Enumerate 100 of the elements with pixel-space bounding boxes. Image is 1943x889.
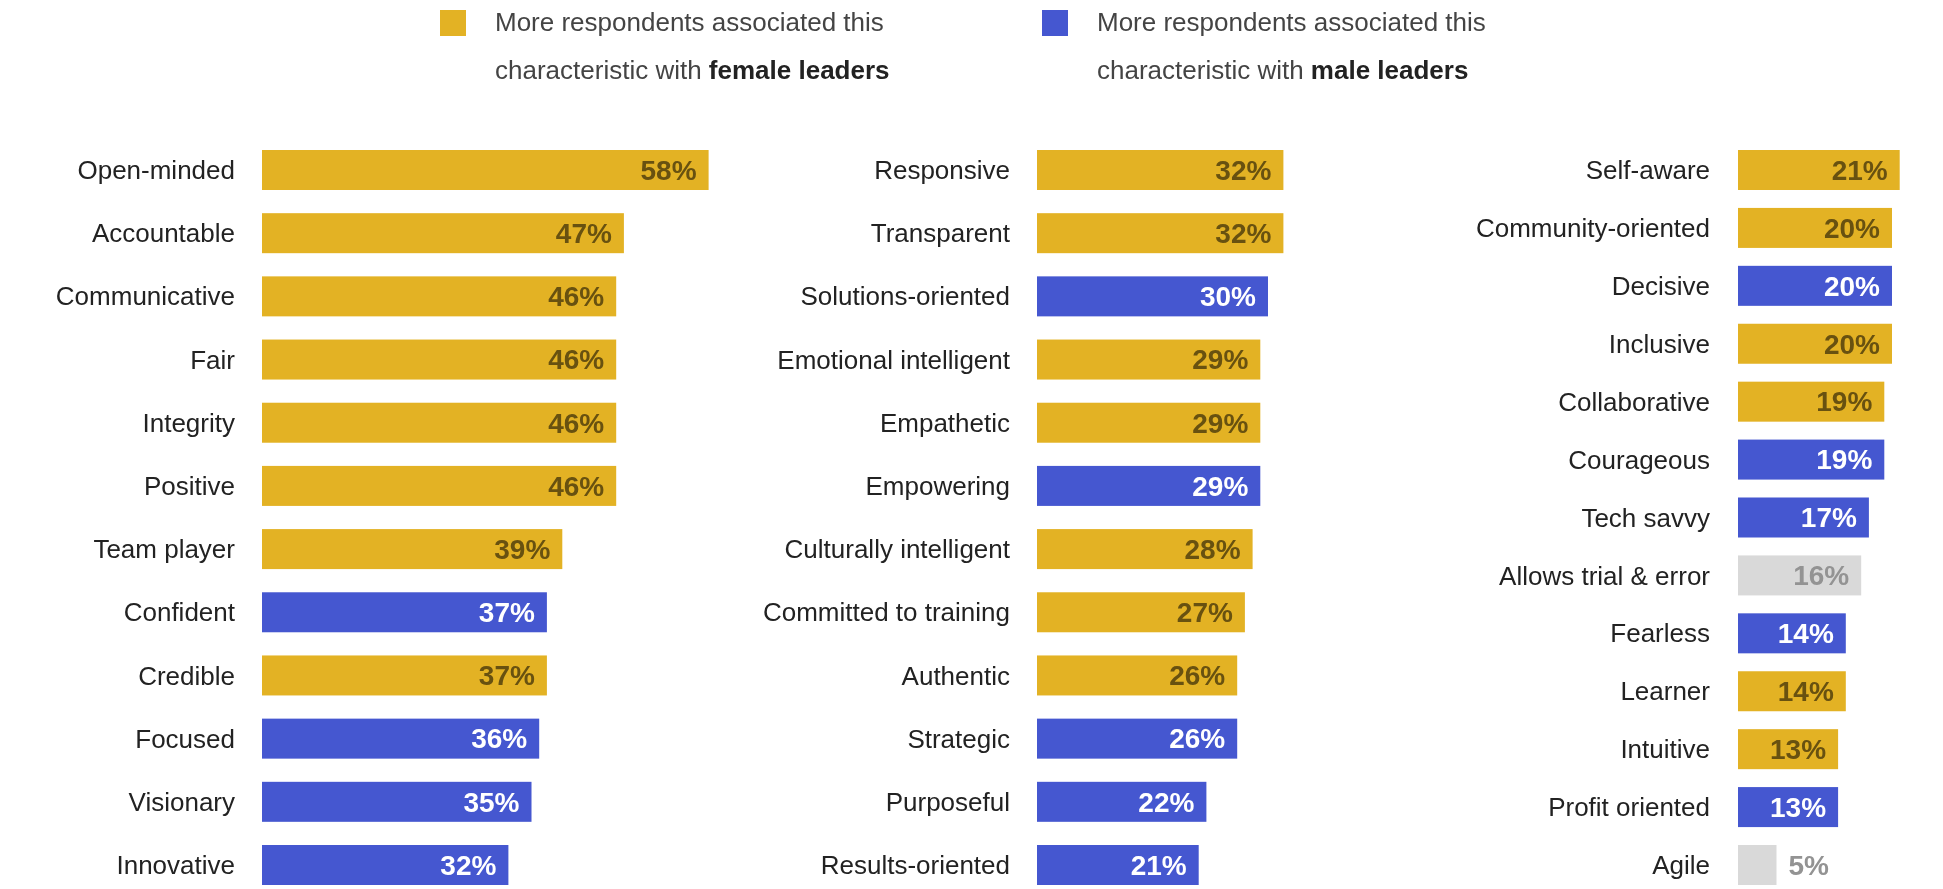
y-tick-label: Learner — [1620, 676, 1711, 707]
y-tick-label: Transparent — [870, 218, 1011, 249]
data-label: 20% — [1823, 270, 1881, 302]
data-label: 46% — [548, 344, 605, 376]
bar — [1037, 213, 1284, 254]
y-tick-label: Decisive — [1611, 270, 1710, 301]
data-label: 32% — [1215, 154, 1272, 186]
y-tick-label: Profit oriented — [1548, 792, 1710, 823]
data-label: 32% — [440, 849, 497, 881]
y-tick-label: Agile — [1652, 850, 1710, 881]
y-tick-label: Collaborative — [1558, 386, 1710, 417]
bar — [262, 592, 547, 633]
data-label: 21% — [1130, 849, 1187, 881]
bar — [1037, 402, 1261, 443]
y-tick-label: Credible — [138, 660, 235, 691]
data-label: 29% — [1192, 470, 1249, 502]
data-label: 13% — [1770, 733, 1827, 765]
data-label: 46% — [548, 470, 605, 502]
bar — [1037, 781, 1207, 822]
data-label: 19% — [1816, 386, 1873, 418]
y-tick-label: Open-minded — [77, 155, 235, 186]
data-label: 36% — [471, 723, 528, 755]
bar — [1037, 465, 1261, 506]
legend-label: More respondents associated this characteristic with female leaders — [495, 7, 890, 86]
bar — [262, 402, 617, 443]
data-label: 29% — [1192, 407, 1249, 439]
bar — [1037, 592, 1245, 633]
data-label: 28% — [1184, 533, 1241, 565]
bar — [262, 276, 617, 317]
y-tick-label: Allows trial & error — [1499, 560, 1711, 591]
y-tick-label: Emotional intelligent — [777, 344, 1011, 375]
bar — [262, 529, 563, 570]
y-tick-label: Confident — [123, 597, 236, 628]
data-label: 14% — [1777, 676, 1834, 708]
data-label: 39% — [494, 533, 551, 565]
bar — [1037, 276, 1268, 317]
bar — [1037, 655, 1238, 696]
bar — [262, 339, 617, 380]
bar — [1037, 529, 1253, 570]
y-tick-label: Solutions-oriented — [800, 281, 1010, 312]
y-tick-label: Empathetic — [879, 407, 1010, 438]
data-label: 19% — [1816, 444, 1873, 476]
data-label: 58% — [640, 154, 697, 186]
bar — [262, 781, 532, 822]
data-label: 37% — [478, 660, 535, 692]
y-tick-label: Innovative — [116, 850, 235, 881]
y-tick-label: Committed to training — [762, 597, 1010, 628]
y-tick-label: Positive — [143, 471, 235, 502]
y-tick-label: Communicative — [55, 281, 235, 312]
data-label: 20% — [1823, 212, 1881, 244]
data-label: 21% — [1831, 154, 1888, 186]
bar — [1037, 718, 1238, 759]
y-tick-label: Courageous — [1568, 444, 1710, 475]
y-tick-label: Purposeful — [885, 786, 1010, 817]
data-label: 26% — [1169, 660, 1226, 692]
bar — [1738, 845, 1777, 885]
y-tick-label: Fair — [190, 344, 236, 375]
bar — [1037, 339, 1261, 380]
data-label: 17% — [1800, 502, 1857, 534]
bar — [262, 465, 617, 506]
bar — [1037, 150, 1284, 190]
y-tick-label: Authentic — [901, 660, 1010, 691]
y-tick-label: Team player — [93, 534, 236, 565]
data-label: 46% — [548, 407, 605, 439]
y-tick-label: Responsive — [874, 155, 1010, 186]
y-tick-label: Inclusive — [1608, 328, 1710, 359]
data-label: 46% — [548, 281, 605, 313]
data-label: 37% — [478, 597, 535, 629]
data-label: 13% — [1770, 791, 1827, 823]
data-label: 29% — [1192, 344, 1249, 376]
bar — [1037, 845, 1199, 885]
y-tick-label: Culturally intelligent — [784, 534, 1011, 565]
bar — [262, 655, 547, 696]
data-label: 26% — [1169, 723, 1226, 755]
bar — [262, 718, 540, 759]
y-tick-label: Visionary — [128, 786, 235, 817]
data-label: 22% — [1138, 786, 1195, 818]
data-label: 5% — [1788, 849, 1830, 881]
y-tick-label: Accountable — [91, 218, 235, 249]
y-tick-label: Integrity — [142, 407, 235, 438]
data-label: 47% — [555, 217, 612, 249]
y-tick-label: Community-oriented — [1475, 213, 1710, 244]
y-tick-label: Intuitive — [1620, 734, 1710, 765]
data-label: 35% — [463, 786, 520, 818]
data-label: 14% — [1777, 618, 1834, 650]
y-tick-label: Results-oriented — [820, 850, 1010, 881]
bar — [1738, 150, 1900, 190]
y-tick-label: Tech savvy — [1581, 502, 1710, 533]
y-tick-label: Self-aware — [1585, 155, 1710, 186]
y-tick-label: Strategic — [907, 723, 1010, 754]
data-label: 20% — [1823, 328, 1881, 360]
data-label: 27% — [1176, 597, 1233, 629]
bar — [262, 845, 509, 885]
data-label: 16% — [1793, 560, 1850, 592]
data-label: 32% — [1215, 217, 1272, 249]
y-tick-label: Focused — [135, 723, 235, 754]
bar — [262, 213, 624, 254]
y-tick-label: Fearless — [1610, 618, 1710, 649]
data-label: 30% — [1199, 281, 1257, 313]
y-tick-label: Empowering — [865, 471, 1010, 502]
